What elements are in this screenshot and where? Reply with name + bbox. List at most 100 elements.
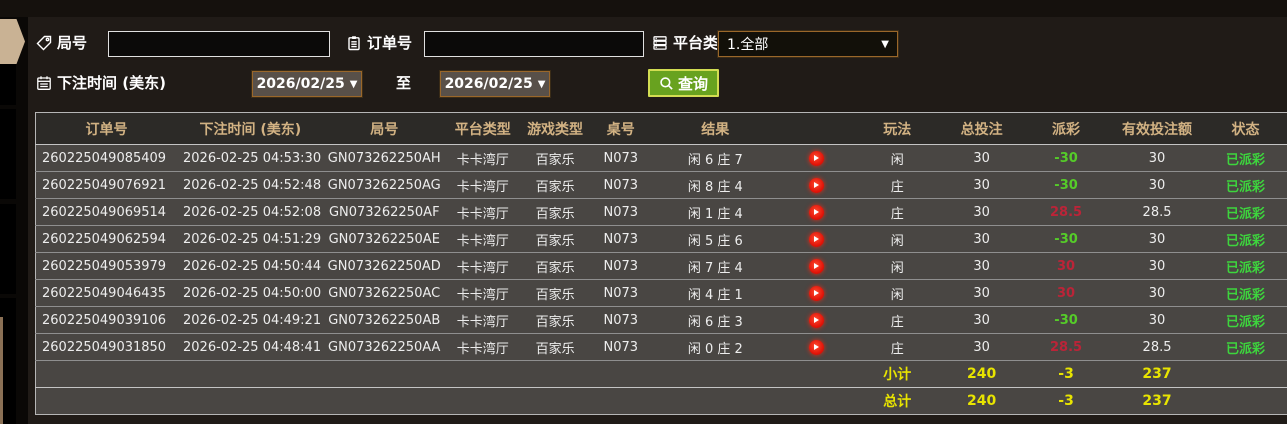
- cell-payout: 28.5: [1050, 339, 1083, 355]
- col-header-round: 局号: [323, 112, 445, 145]
- cell-status: 已派彩: [1225, 206, 1265, 222]
- cell-order-number: 260225049076921: [42, 177, 167, 193]
- cell-bet-time: 2026-02-25 04:52:48: [183, 177, 322, 193]
- cell-order-number: 260225049046435: [42, 285, 167, 301]
- col-header-platform: 平台类型: [444, 112, 521, 145]
- chevron-down-icon: ▼: [349, 78, 358, 90]
- round-number-input[interactable]: [108, 31, 330, 57]
- play-video-icon[interactable]: [808, 231, 824, 247]
- date-to-value: 2026/02/25: [444, 76, 533, 92]
- cell-result: 闲 6 庄 3: [687, 314, 743, 330]
- cell-game-type: 百家乐: [535, 314, 575, 330]
- cell-round-number: GN073262250AF: [328, 204, 440, 220]
- date-range-to-label: 至: [396, 74, 412, 92]
- play-triangle: [814, 155, 820, 161]
- play-video-icon[interactable]: [808, 150, 824, 166]
- cell-video: [778, 307, 854, 334]
- cell-total-bet: 30: [973, 285, 990, 301]
- play-video-icon[interactable]: [808, 258, 824, 274]
- cell-order-number: 260225049053979: [42, 258, 167, 274]
- play-video-icon[interactable]: [808, 177, 824, 193]
- cell-platform: 卡卡湾厅: [456, 179, 509, 195]
- round-number-label-group: 局号: [36, 32, 87, 53]
- cell-valid-bet: 28.5: [1142, 339, 1172, 355]
- play-video-icon[interactable]: [808, 339, 824, 355]
- cell-order-number: 260225049069514: [42, 204, 167, 220]
- grand-total-row: 总计 240 -3 237: [35, 387, 1287, 415]
- cell-total-bet: 30: [973, 258, 990, 274]
- col-header-method: 玩法: [854, 112, 941, 145]
- cell-play-method: 闲: [890, 260, 904, 276]
- cell-status: 已派彩: [1225, 152, 1265, 168]
- col-header-total-bet: 总投注: [940, 112, 1024, 145]
- cell-platform: 卡卡湾厅: [456, 233, 509, 249]
- table-row: 260225049085409 2026-02-25 04:53:30 GN07…: [35, 145, 1287, 172]
- col-header-result: 结果: [652, 112, 779, 145]
- cell-status: 已派彩: [1225, 341, 1265, 357]
- cell-video: [778, 334, 854, 361]
- table-header-row: 订单号 下注时间 (美东) 局号 平台类型 游戏类型 桌号 结果 玩法 总投注 …: [35, 112, 1287, 145]
- chevron-down-icon: ▼: [881, 38, 889, 50]
- cell-round-number: GN073262250AC: [328, 285, 441, 301]
- play-video-icon[interactable]: [808, 285, 824, 301]
- round-number-label: 局号: [57, 34, 88, 52]
- cell-status: 已派彩: [1225, 314, 1265, 330]
- play-triangle: [814, 290, 820, 296]
- left-strip-block: [0, 109, 16, 199]
- cell-round-number: GN073262250AD: [327, 258, 441, 274]
- cell-platform: 卡卡湾厅: [456, 341, 509, 357]
- clipboard-icon: [348, 35, 360, 50]
- cell-table-number: N073: [603, 339, 639, 355]
- col-header-payout: 派彩: [1023, 112, 1110, 145]
- cell-game-type: 百家乐: [535, 206, 575, 222]
- cell-game-type: 百家乐: [535, 179, 575, 195]
- order-number-label-group: 订单号: [346, 32, 412, 53]
- cell-bet-time: 2026-02-25 04:48:41: [183, 339, 322, 355]
- cell-order-number: 260225049039106: [42, 312, 167, 328]
- platform-type-select[interactable]: 1.全部 ▼: [718, 31, 898, 57]
- bet-history-table-wrap: 订单号 下注时间 (美东) 局号 平台类型 游戏类型 桌号 结果 玩法 总投注 …: [35, 112, 1287, 415]
- bet-time-label-group: 下注时间 (美东): [36, 72, 166, 93]
- cell-video: [778, 280, 854, 307]
- cell-bet-time: 2026-02-25 04:50:00: [183, 285, 322, 301]
- server-list-icon: [653, 35, 667, 50]
- cell-result: 闲 8 庄 4: [687, 179, 743, 195]
- table-row: 260225049069514 2026-02-25 04:52:08 GN07…: [35, 199, 1287, 226]
- cell-table-number: N073: [603, 177, 639, 193]
- col-header-order: 订单号: [35, 112, 178, 145]
- cell-total-bet: 30: [973, 231, 990, 247]
- cell-play-method: 庄: [890, 341, 904, 357]
- cell-payout: -30: [1054, 150, 1078, 166]
- cell-play-method: 闲: [890, 152, 904, 168]
- date-to-picker[interactable]: 2026/02/25 ▼: [440, 71, 550, 97]
- play-video-icon[interactable]: [808, 204, 824, 220]
- date-from-picker[interactable]: 2026/02/25 ▼: [252, 71, 362, 97]
- cell-total-bet: 30: [973, 177, 990, 193]
- cell-bet-time: 2026-02-25 04:53:30: [183, 150, 322, 166]
- search-button-label: 查询: [678, 75, 709, 93]
- main-panel: 局号 订单号 平台类型 1.全部 ▼ 下注时间 (美东) 2026/02/25: [28, 17, 1287, 424]
- table-row: 260225049046435 2026-02-25 04:50:00 GN07…: [35, 280, 1287, 307]
- bet-history-table: 订单号 下注时间 (美东) 局号 平台类型 游戏类型 桌号 结果 玩法 总投注 …: [35, 112, 1287, 415]
- cell-result: 闲 0 庄 2: [687, 341, 743, 357]
- cell-payout: -30: [1054, 231, 1078, 247]
- cell-status: 已派彩: [1225, 179, 1265, 195]
- cell-video: [778, 145, 854, 172]
- play-video-icon[interactable]: [808, 312, 824, 328]
- cell-round-number: GN073262250AA: [328, 339, 441, 355]
- cell-video: [778, 172, 854, 199]
- search-icon: [660, 76, 673, 90]
- search-button[interactable]: 查询: [648, 69, 720, 97]
- cell-total-bet: 30: [973, 150, 990, 166]
- cell-bet-time: 2026-02-25 04:49:21: [183, 312, 322, 328]
- subtotal-payout: -3: [1058, 366, 1074, 382]
- cell-round-number: GN073262250AG: [327, 177, 441, 193]
- top-bar: [0, 0, 1287, 17]
- cell-play-method: 庄: [890, 206, 904, 222]
- table-body: 260225049085409 2026-02-25 04:53:30 GN07…: [35, 145, 1287, 361]
- cell-table-number: N073: [603, 231, 639, 247]
- bet-time-label: 下注时间 (美东): [57, 74, 166, 92]
- play-triangle: [814, 344, 820, 350]
- order-number-input[interactable]: [424, 31, 644, 57]
